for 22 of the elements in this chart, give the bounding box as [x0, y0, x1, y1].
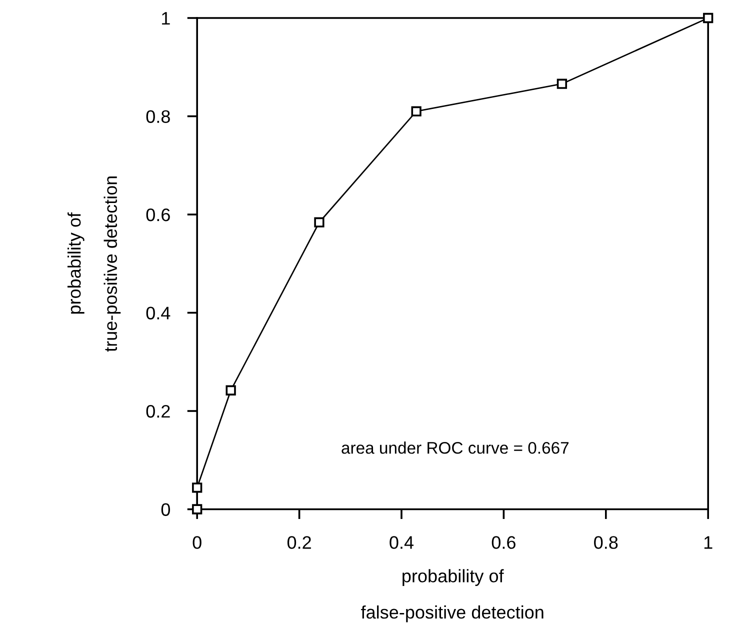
y-tick-label: 0.8 [146, 110, 170, 123]
point [411, 106, 422, 116]
point [192, 504, 202, 514]
y-tick-label: 0.4 [146, 306, 170, 320]
y-axis-title: probability of true-positive detection [68, 176, 121, 352]
point [556, 78, 568, 89]
x-axis-title: probability of false-positive detection [361, 569, 544, 622]
x-tick-label: 1 [704, 536, 712, 549]
y-tick-label: 0 [161, 503, 170, 516]
x-tick-label: 0.2 [287, 536, 311, 549]
x-tick-label: 0.8 [594, 536, 618, 549]
x-tick-label: 0.6 [492, 536, 516, 549]
point [192, 482, 202, 493]
x-tick-label: 0.4 [390, 536, 414, 549]
point [226, 385, 236, 396]
point [314, 217, 324, 228]
x-tick-label: 0 [192, 536, 202, 549]
y-tick-label: 1 [162, 12, 170, 25]
annotation: area under ROC curve = 0.667 [342, 442, 569, 454]
point [703, 12, 714, 24]
y-tick-label: 0.2 [146, 404, 170, 418]
y-tick-label: 0.6 [146, 208, 170, 222]
